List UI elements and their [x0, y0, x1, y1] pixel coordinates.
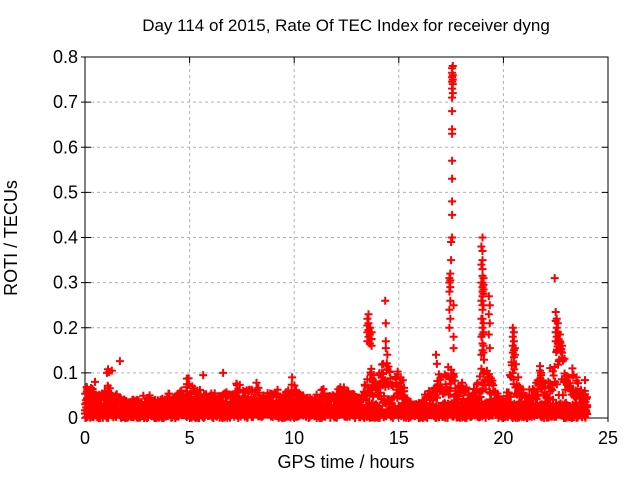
x-axis-label: GPS time / hours [277, 452, 414, 472]
chart-title: Day 114 of 2015, Rate Of TEC Index for r… [142, 16, 550, 35]
y-tick-label: 0.7 [53, 92, 78, 112]
y-tick-label: 0.1 [53, 363, 78, 383]
x-tick-label: 10 [284, 428, 304, 448]
x-tick-label: 15 [389, 428, 409, 448]
y-tick-label: 0.2 [53, 318, 78, 338]
y-axis-label: ROTI / TECUs [1, 180, 21, 296]
x-tick-label: 0 [80, 428, 90, 448]
x-tick-label: 25 [598, 428, 618, 448]
y-tick-label: 0 [68, 408, 78, 428]
y-tick-label: 0.3 [53, 273, 78, 293]
y-tick-label: 0.4 [53, 228, 78, 248]
x-tick-label: 20 [493, 428, 513, 448]
x-tick-label: 5 [185, 428, 195, 448]
y-tick-label: 0.5 [53, 182, 78, 202]
plot-render-root: 0 5 10 15 20 25 0 0.1 0.2 0.3 0.4 0.5 0.6 0.7 0.8 [53, 47, 618, 448]
y-tick-label: 0.8 [53, 47, 78, 67]
y-tick-label: 0.6 [53, 137, 78, 157]
data-points [81, 62, 592, 422]
